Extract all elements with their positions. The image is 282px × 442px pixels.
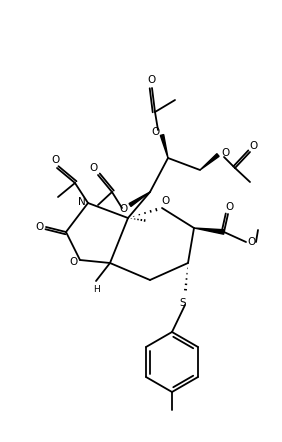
Text: O: O	[148, 75, 156, 85]
Text: O: O	[120, 204, 128, 214]
Text: O: O	[226, 202, 234, 212]
Text: O: O	[248, 237, 256, 247]
Polygon shape	[129, 192, 150, 206]
Text: O: O	[250, 141, 258, 151]
Text: H: H	[92, 285, 99, 293]
Text: N: N	[78, 197, 86, 207]
Text: O: O	[152, 127, 160, 137]
Text: O: O	[90, 163, 98, 173]
Polygon shape	[194, 228, 224, 234]
Text: O: O	[51, 155, 59, 165]
Text: O: O	[162, 196, 170, 206]
Text: O: O	[35, 222, 43, 232]
Polygon shape	[160, 134, 168, 158]
Polygon shape	[200, 154, 219, 170]
Text: O: O	[221, 148, 229, 158]
Text: O: O	[69, 257, 77, 267]
Text: S: S	[180, 298, 186, 308]
